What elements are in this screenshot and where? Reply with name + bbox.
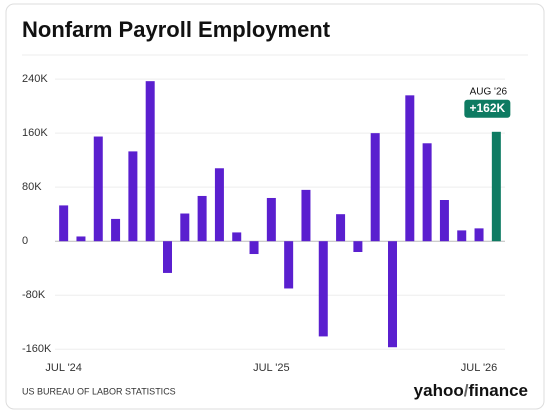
bar — [457, 230, 467, 242]
bar — [336, 214, 346, 242]
bar — [180, 213, 190, 242]
bar — [232, 232, 242, 242]
chart-title: Nonfarm Payroll Employment — [22, 17, 331, 42]
annotation-badge — [464, 99, 511, 118]
y-tick-label: 240K — [22, 73, 48, 85]
brand: yahoo/finance — [414, 381, 528, 400]
brand-suffix: finance — [468, 381, 528, 400]
x-tick-label: JUL '24 — [45, 362, 82, 374]
bar — [491, 131, 501, 242]
bar — [388, 241, 397, 348]
bar — [76, 236, 86, 242]
source: US BUREAU OF LABOR STATISTICS — [22, 386, 176, 396]
x-tick-label: JUL '25 — [253, 362, 290, 374]
annotation-label: AUG '26 — [470, 86, 508, 97]
bar — [318, 241, 328, 337]
bar — [214, 168, 224, 242]
y-tick-label: -80K — [22, 289, 46, 301]
y-tick-label: 0 — [22, 235, 28, 247]
y-tick-label: 80K — [22, 181, 42, 193]
bar — [249, 241, 259, 255]
bar — [301, 189, 311, 242]
brand-slash: / — [464, 381, 469, 400]
bar — [128, 151, 138, 242]
bar — [439, 200, 449, 242]
annotation-value: +162K — [469, 101, 505, 115]
bar — [163, 241, 172, 273]
bar — [284, 241, 294, 289]
bar — [93, 136, 103, 242]
y-tick-label: 160K — [22, 127, 48, 139]
brand-name: yahoo — [414, 381, 464, 400]
bar — [370, 133, 380, 242]
bar — [145, 81, 155, 242]
x-tick-label: JUL '26 — [461, 362, 498, 374]
bar — [111, 218, 121, 242]
bar — [422, 143, 432, 242]
bar — [59, 205, 69, 242]
bar — [353, 241, 363, 253]
y-tick-label: -160K — [22, 343, 52, 355]
bar — [474, 228, 484, 242]
bar — [197, 195, 207, 242]
bar — [405, 95, 415, 242]
bar — [266, 197, 276, 242]
